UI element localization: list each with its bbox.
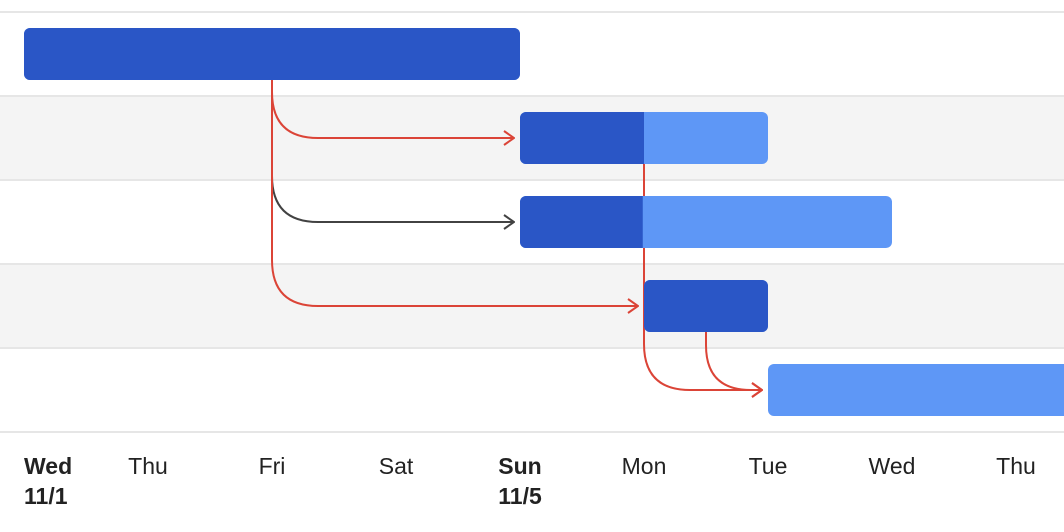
date-axis: Wed 11/1 Thu Fri Sat Sun 11/5 Mon Tue Wed Thu	[24, 453, 1036, 509]
axis-date-label: 11/5	[498, 483, 542, 509]
task-bar-completed	[24, 28, 520, 80]
task-bars	[24, 28, 1064, 416]
task-bar-completed	[520, 112, 644, 164]
task-bar-completed	[520, 196, 643, 248]
axis-day-label: Wed	[869, 453, 916, 479]
axis-day-label: Thu	[128, 453, 168, 479]
axis-day-label: Mon	[622, 453, 667, 479]
axis-day-label: Thu	[996, 453, 1036, 479]
critical-dependency-arrow	[705, 332, 762, 390]
task-bar-completed	[644, 280, 768, 332]
task-bar[interactable]	[768, 364, 1064, 416]
dependency-arrows	[271, 80, 762, 390]
task-bar-remaining	[768, 364, 1064, 416]
axis-day-label: Sun	[498, 453, 541, 479]
task-bar[interactable]	[520, 112, 768, 164]
axis-day-label: Sat	[379, 453, 414, 479]
task-bar[interactable]	[24, 28, 520, 80]
critical-dependency-arrow	[643, 164, 762, 390]
axis-day-label: Tue	[749, 453, 788, 479]
axis-day-label: Wed	[24, 453, 72, 479]
axis-date-label: 11/1	[24, 483, 68, 509]
task-bar[interactable]	[520, 196, 892, 248]
critical-dependency-arrow	[271, 80, 638, 306]
axis-day-label: Fri	[259, 453, 286, 479]
task-bar[interactable]	[644, 280, 768, 332]
